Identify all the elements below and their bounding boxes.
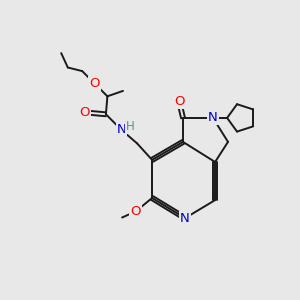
Text: O: O: [130, 205, 141, 218]
Text: H: H: [126, 120, 135, 133]
Text: O: O: [80, 106, 90, 119]
Text: O: O: [174, 95, 184, 108]
Text: O: O: [90, 77, 100, 90]
Text: N: N: [208, 111, 218, 124]
Text: N: N: [180, 212, 190, 225]
Text: N: N: [117, 123, 126, 136]
